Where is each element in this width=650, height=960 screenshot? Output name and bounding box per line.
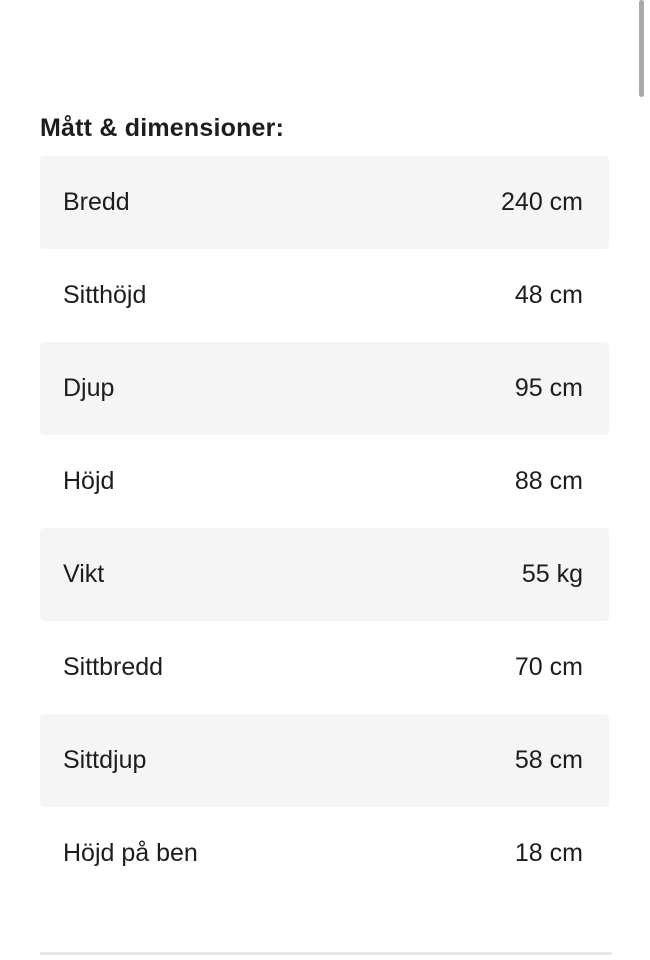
table-row: Bredd 240 cm [40,156,609,249]
spec-label: Höjd på ben [63,839,198,867]
spec-value: 240 cm [501,188,583,216]
table-row: Höjd på ben 18 cm [40,807,609,900]
spec-value: 70 cm [514,653,583,681]
spec-value: 18 cm [514,839,583,867]
table-row: Vikt 55 kg [40,528,609,621]
spec-value: 95 cm [514,374,583,402]
page-title: Mått & dimensioner: [40,113,285,142]
spec-label: Bredd [63,188,130,216]
dimensions-table: Bredd 240 cm Sitthöjd 48 cm Djup 95 cm Höjd 88 … [40,156,609,900]
spec-value: 88 cm [514,467,583,495]
spec-value: 55 kg [521,560,583,588]
spec-label: Höjd [63,467,115,495]
spec-label: Djup [63,374,115,402]
table-row: Höjd 88 cm [40,435,609,528]
table-row: Djup 95 cm [40,342,609,435]
spec-label: Sitthöjd [63,281,147,309]
table-row: Sittbredd 70 cm [40,621,609,714]
table-row: Sitthöjd 48 cm [40,249,609,342]
spec-label: Sittbredd [63,653,164,681]
spec-value: 58 cm [514,746,583,774]
spec-label: Sittdjup [63,746,147,774]
vertical-scrollbar-thumb[interactable] [639,0,644,97]
bottom-divider [40,952,612,955]
spec-label: Vikt [63,560,105,588]
table-row: Sittdjup 58 cm [40,714,609,807]
spec-value: 48 cm [514,281,583,309]
